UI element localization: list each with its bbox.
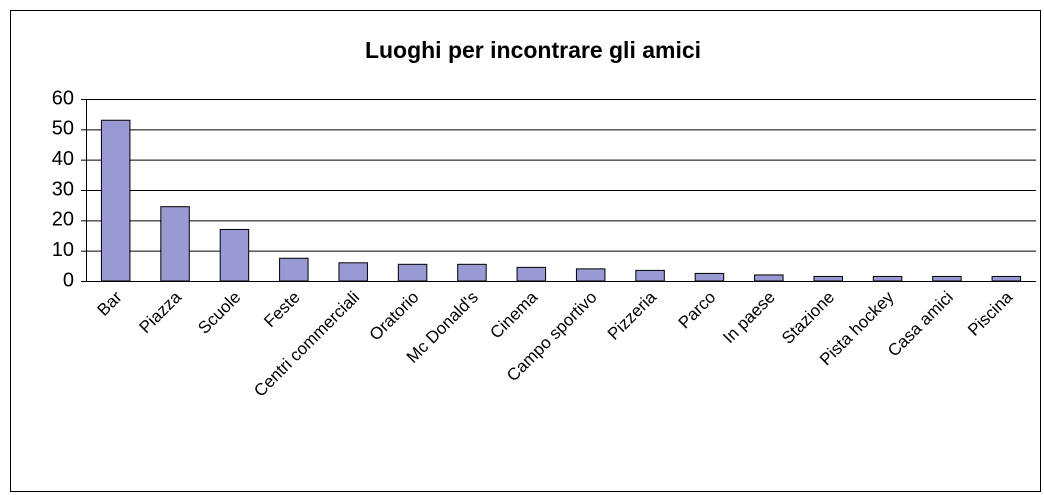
bar [694,272,725,282]
bar [932,275,962,282]
bar [575,268,606,282]
bar [872,275,903,282]
bar [813,275,843,282]
bar [279,257,309,282]
chart-title: Luoghi per incontrare gli amici [365,37,701,63]
y-tick-label: 20 [52,209,74,231]
bar [397,263,428,282]
bar [991,275,1022,282]
bar [100,119,131,282]
bar [338,262,368,282]
y-tick-label: 10 [52,239,74,261]
bar [516,266,547,282]
y-tick-label: 50 [52,118,74,140]
bar [754,274,784,282]
bar [219,228,250,282]
y-tick-label: 0 [63,269,74,291]
y-tick-label: 60 [52,87,74,109]
bar [457,263,487,282]
bar [635,269,665,282]
y-tick-label: 40 [52,148,74,170]
y-tick-label: 30 [52,178,74,200]
bar [160,206,190,282]
